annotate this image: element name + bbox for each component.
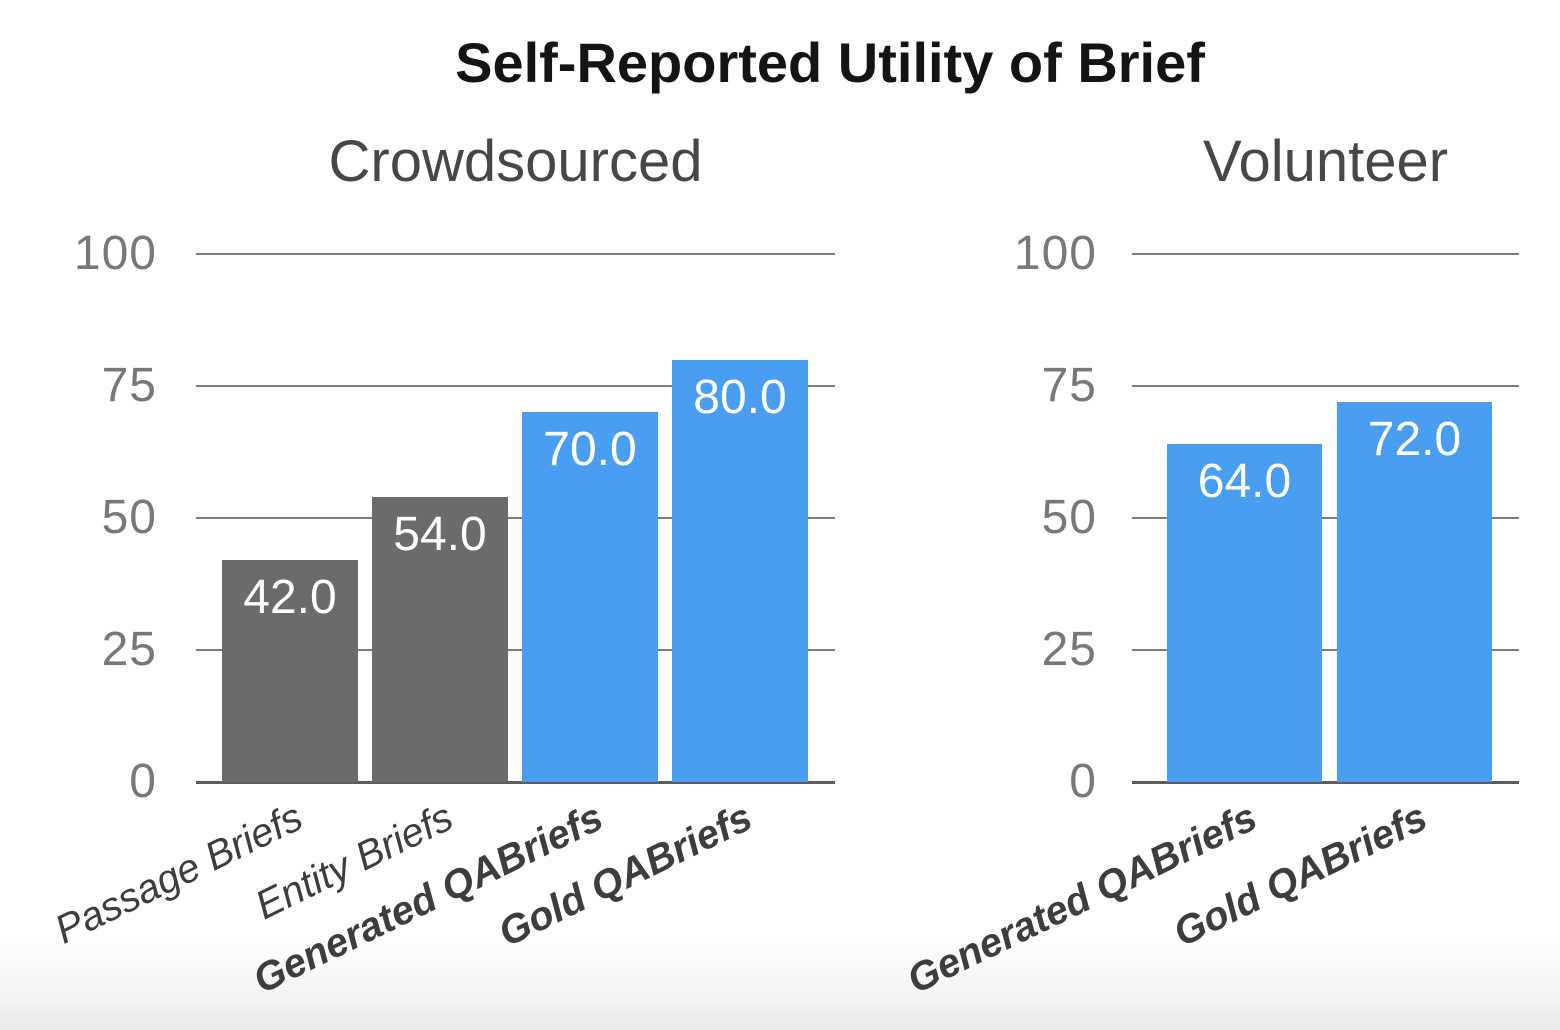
x-category-label: Gold QABriefs: [492, 795, 760, 956]
bar-value-label: 54.0: [393, 507, 487, 561]
gridline: [196, 517, 835, 519]
gridline: [1132, 649, 1519, 651]
y-axis-tick-label: 0: [129, 755, 157, 808]
y-axis-tick-label: 50: [101, 491, 157, 544]
bar-value-label: 72.0: [1367, 412, 1462, 466]
bar-value-label: 42.0: [243, 571, 337, 625]
bar-value-label: 64.0: [1197, 455, 1292, 509]
gridline: [196, 253, 835, 255]
bar: 80.0: [672, 359, 808, 782]
gridline: [196, 649, 835, 651]
y-axis-tick-label: 25: [101, 623, 157, 676]
bar: 70.0: [522, 412, 658, 782]
y-axis-tick-label: 75: [1041, 359, 1097, 412]
panel-subtitle: Volunteer: [1202, 129, 1449, 194]
gridline: [1132, 385, 1519, 387]
bar-value-label: 70.0: [543, 423, 637, 477]
bar-value-label: 80.0: [693, 370, 787, 424]
bar: 42.0: [222, 560, 358, 782]
bar: 72.0: [1337, 401, 1492, 782]
panel-subtitle: Crowdsourced: [328, 129, 703, 194]
gridline: [196, 385, 835, 387]
chart-title: Self-Reported Utility of Brief: [455, 31, 1205, 94]
y-axis-tick-label: 100: [73, 227, 157, 280]
y-axis-tick-label: 0: [1069, 755, 1097, 808]
gridline: [1132, 253, 1519, 255]
gridline: [1132, 517, 1519, 519]
gridline: [1132, 781, 1519, 784]
y-axis-tick-label: 25: [1041, 623, 1097, 676]
y-axis-tick-label: 75: [101, 359, 157, 412]
bar: 54.0: [372, 496, 508, 782]
bar: 64.0: [1167, 444, 1322, 782]
x-category-label: Passage Briefs: [48, 795, 310, 953]
y-axis-tick-label: 100: [1013, 227, 1097, 280]
y-axis-tick-label: 50: [1041, 491, 1097, 544]
gridline: [196, 781, 835, 784]
